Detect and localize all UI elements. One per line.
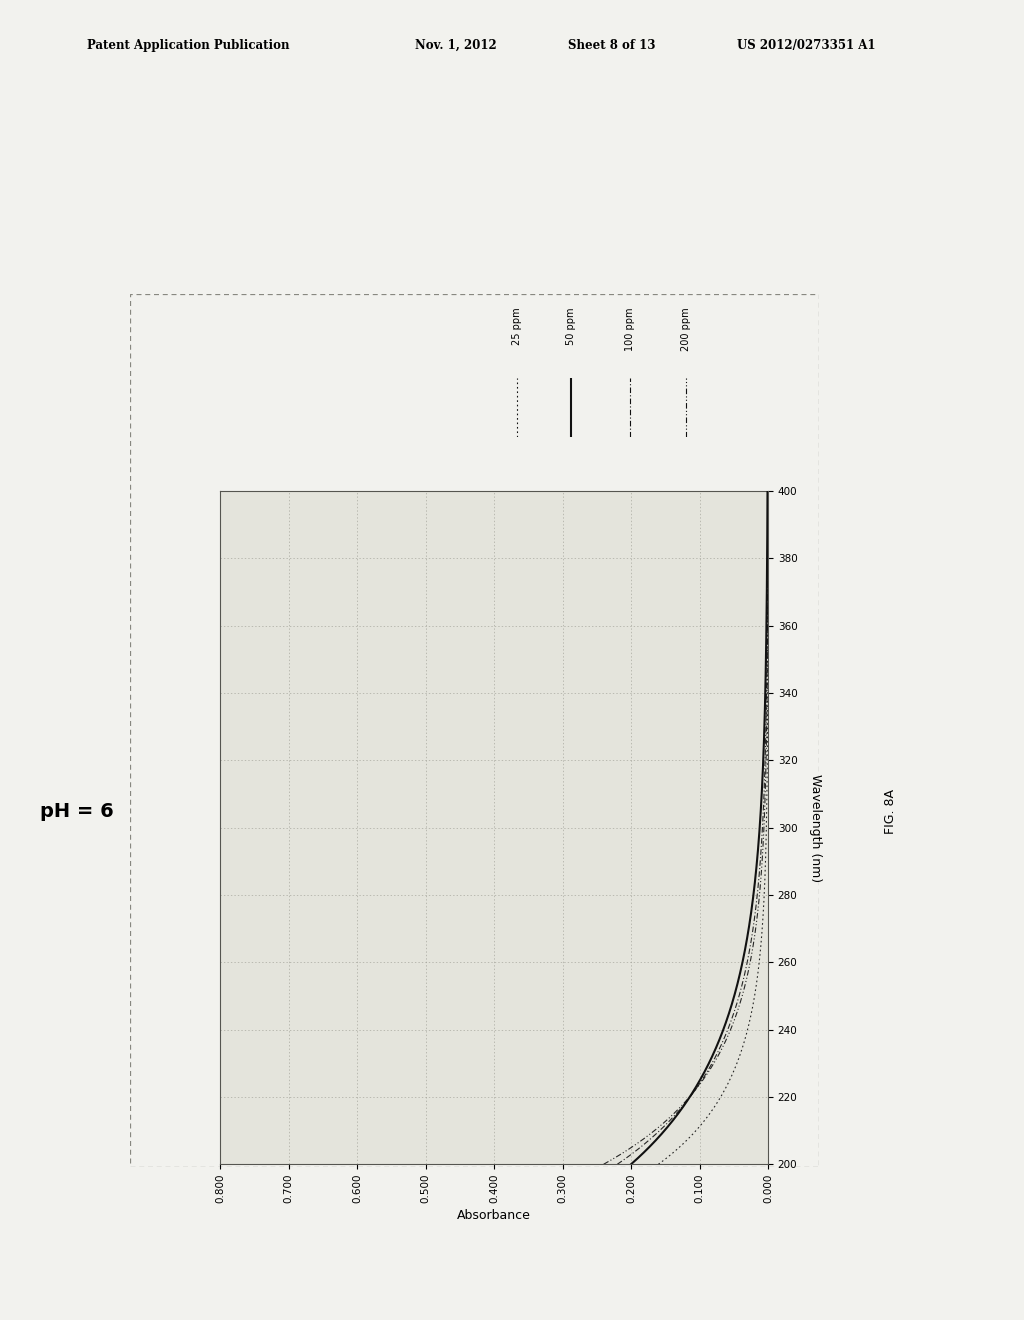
Text: pH = 6: pH = 6 xyxy=(40,803,114,821)
Text: 25 ppm: 25 ppm xyxy=(512,308,522,346)
Text: FIG. 8A: FIG. 8A xyxy=(885,789,897,834)
Text: Sheet 8 of 13: Sheet 8 of 13 xyxy=(568,38,655,51)
Text: 200 ppm: 200 ppm xyxy=(681,308,691,351)
Text: 50 ppm: 50 ppm xyxy=(566,308,577,345)
Text: Nov. 1, 2012: Nov. 1, 2012 xyxy=(415,38,497,51)
Text: Patent Application Publication: Patent Application Publication xyxy=(87,38,290,51)
Y-axis label: Wavelength (nm): Wavelength (nm) xyxy=(809,774,821,882)
Text: 100 ppm: 100 ppm xyxy=(625,308,635,351)
Text: US 2012/0273351 A1: US 2012/0273351 A1 xyxy=(737,38,876,51)
X-axis label: Absorbance: Absorbance xyxy=(457,1209,531,1222)
